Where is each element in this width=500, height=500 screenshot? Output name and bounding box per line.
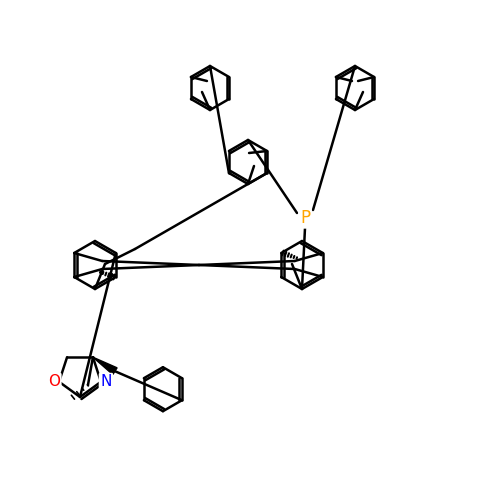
Text: O: O [48, 374, 60, 390]
Polygon shape [93, 357, 117, 374]
Text: N: N [100, 374, 112, 390]
Text: P: P [300, 209, 310, 227]
